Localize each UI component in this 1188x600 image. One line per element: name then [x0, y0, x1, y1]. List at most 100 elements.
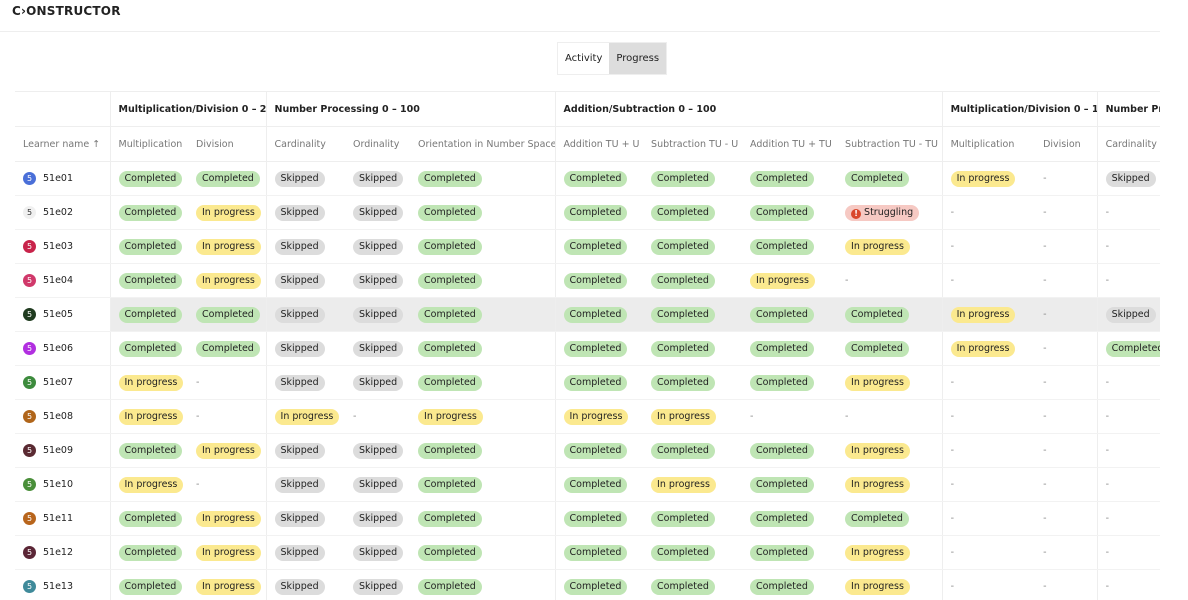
status-cell: - [1035, 161, 1098, 196]
avatar: 5 [23, 444, 36, 457]
status-cell: - [1035, 399, 1098, 434]
status-label: Completed [569, 206, 622, 218]
status-label: - [1043, 479, 1047, 490]
status-pill: Skipped [274, 170, 325, 187]
status-cell: - [1035, 195, 1098, 230]
alert-icon: ! [851, 208, 862, 219]
status-cell: - [1096, 263, 1160, 298]
status-cell: Completed [742, 501, 838, 536]
status-pill: Completed [118, 578, 183, 595]
status-pill: In progress [196, 272, 261, 289]
status-pill: Skipped [353, 544, 404, 561]
learner-cell: 5 51e01 [15, 161, 110, 196]
status-label: Skipped [1111, 172, 1150, 184]
status-cell: Completed [109, 263, 188, 298]
avatar: 5 [23, 274, 36, 287]
learner-row[interactable]: 5 51e02 Completed In progress Skipped Skipped… [15, 195, 1160, 230]
status-label: Completed [569, 444, 622, 456]
status-label: - [1043, 581, 1047, 592]
status-label: Completed [756, 512, 808, 524]
status-cell: Skipped [345, 263, 411, 298]
status-cell: Completed [109, 229, 188, 264]
status-cell: In progress [188, 433, 267, 468]
status-pill: Completed [750, 204, 814, 221]
status-label: Skipped [280, 580, 319, 592]
group-header: Multiplication/Division 0 – 20 [109, 91, 267, 127]
status-cell: In progress [109, 467, 188, 502]
status-cell: In progress [941, 297, 1036, 332]
status-pill: Completed [418, 272, 482, 289]
column-header: Cardinality [265, 126, 346, 162]
status-label: Skipped [280, 444, 319, 456]
status-cell: Skipped [1096, 297, 1160, 332]
learner-row[interactable]: 5 51e09 Completed In progress Skipped Skipped… [15, 433, 1160, 468]
column-header[interactable]: Learner name ↑ [15, 126, 110, 162]
status-pill: In progress [950, 306, 1016, 323]
status-cell: Completed [643, 535, 743, 570]
status-label: Skipped [359, 478, 398, 490]
status-cell: - [941, 535, 1036, 570]
status-cell: In progress [188, 195, 267, 230]
status-pill: In progress [651, 476, 716, 493]
learner-row[interactable]: 5 51e01 Completed Completed Skipped Skipped Co… [15, 161, 1160, 196]
status-cell: - [941, 433, 1036, 468]
status-cell: Completed [554, 433, 644, 468]
status-cell: - [1096, 535, 1160, 570]
status-label: Skipped [280, 342, 319, 354]
status-label: Skipped [280, 172, 319, 184]
status-cell: - [941, 263, 1036, 298]
status-cell: - [1096, 195, 1160, 230]
learner-row[interactable]: 5 51e06 Completed Completed Skipped Skipped Co… [15, 331, 1160, 366]
learner-name: 51e08 [43, 411, 74, 422]
status-cell: - [742, 399, 838, 434]
status-pill: Skipped [353, 510, 404, 527]
status-cell: Skipped [345, 229, 411, 264]
learner-name: 51e10 [43, 479, 74, 490]
status-label: Completed [756, 206, 808, 218]
learner-row[interactable]: 5 51e12 Completed In progress Skipped Skipped… [15, 535, 1160, 570]
status-label: Skipped [359, 240, 398, 252]
status-cell: Completed [742, 569, 838, 600]
status-label: - [1105, 207, 1109, 218]
column-header: Cardinality [1096, 126, 1160, 162]
status-label: Completed [124, 342, 177, 354]
status-cell: Completed [643, 569, 743, 600]
status-pill: In progress [651, 408, 716, 425]
group-header: Number Processing 0 – 100 [1096, 91, 1160, 127]
learner-name: 51e02 [43, 207, 74, 218]
status-label: - [950, 275, 954, 286]
status-pill: In progress [950, 340, 1016, 357]
status-cell: Completed [742, 331, 838, 366]
status-pill: Completed [118, 510, 183, 527]
status-cell: Completed [109, 433, 188, 468]
learner-row[interactable]: 5 51e03 Completed In progress Skipped Skipped… [15, 229, 1160, 264]
status-label: In progress [424, 410, 477, 422]
status-label: Completed [202, 172, 254, 184]
status-cell: Completed [109, 569, 188, 600]
status-label: Completed [657, 444, 709, 456]
status-cell: Completed [188, 331, 267, 366]
status-cell: Completed [410, 263, 556, 298]
learner-row[interactable]: 5 51e05 Completed Completed Skipped Skipped Co… [15, 297, 1160, 332]
status-pill: In progress [845, 442, 910, 459]
status-pill: Completed [563, 306, 628, 323]
learner-row[interactable]: 5 51e07 In progress - Skipped Skipped Complete… [15, 365, 1160, 400]
learner-row[interactable]: 5 51e08 In progress - In progress - In progres… [15, 399, 1160, 434]
learner-row[interactable]: 5 51e10 In progress - Skipped Skipped Complete… [15, 467, 1160, 502]
learner-row[interactable]: 5 51e13 Completed In progress Skipped Skipped… [15, 569, 1160, 600]
status-label: Completed [657, 580, 709, 592]
status-label: In progress [851, 546, 904, 558]
learner-row[interactable]: 5 51e11 Completed In progress Skipped Skipped… [15, 501, 1160, 536]
tab[interactable]: Progress [609, 43, 667, 74]
status-cell: - [1096, 433, 1160, 468]
status-pill: Skipped [274, 374, 325, 391]
learner-name: 51e06 [43, 343, 74, 354]
status-cell: Completed [109, 331, 188, 366]
learner-cell: 5 51e07 [15, 365, 110, 400]
learner-name: 51e09 [43, 445, 74, 456]
status-pill: Completed [651, 374, 715, 391]
learner-row[interactable]: 5 51e04 Completed In progress Skipped Skipped… [15, 263, 1160, 298]
status-pill: Completed [118, 272, 183, 289]
tab[interactable]: Activity [565, 53, 603, 64]
status-label: Skipped [280, 206, 319, 218]
